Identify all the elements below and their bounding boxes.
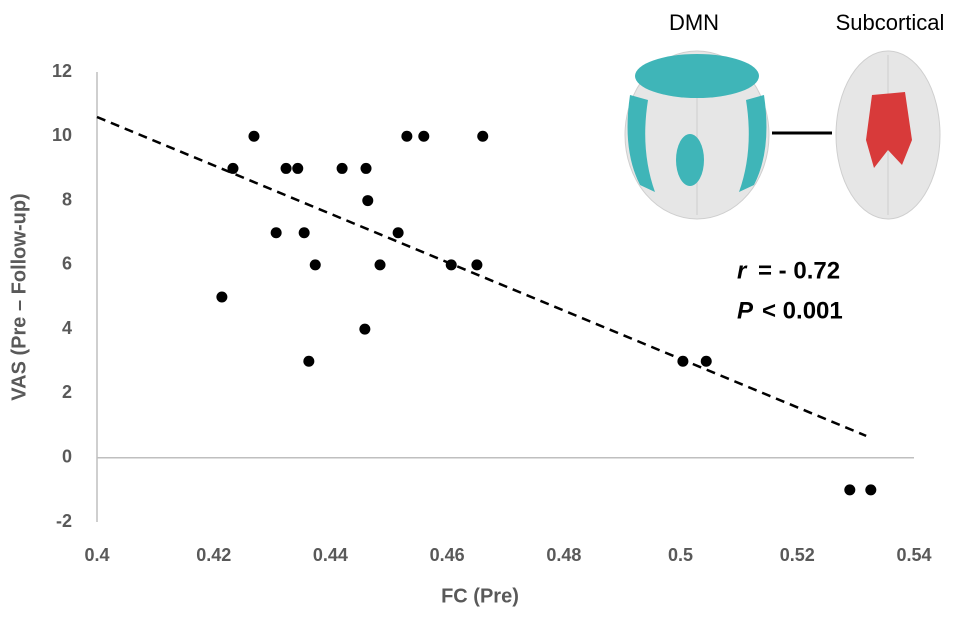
x-tick-label: 0.5 <box>668 545 693 565</box>
y-tick-label: 10 <box>52 125 72 145</box>
point <box>374 259 386 271</box>
point <box>865 484 877 496</box>
point <box>471 259 483 271</box>
point <box>216 291 228 303</box>
point <box>303 355 315 367</box>
x-tick-label: 0.42 <box>196 545 231 565</box>
x-tick-label: 0.48 <box>546 545 581 565</box>
point <box>418 130 430 142</box>
point <box>677 355 689 367</box>
point <box>298 227 310 239</box>
annotation-symbol: P <box>737 297 754 324</box>
point <box>477 130 489 142</box>
point <box>336 162 348 174</box>
point <box>445 259 457 271</box>
y-tick-label: 12 <box>52 61 72 81</box>
brain-dmn <box>624 50 770 220</box>
x-axis-title: FC (Pre) <box>441 585 519 607</box>
point <box>359 323 371 335</box>
brain-subcortical <box>835 50 941 220</box>
point <box>309 259 321 271</box>
image-label: Subcortical <box>836 10 945 35</box>
x-tick-label: 0.54 <box>896 545 931 565</box>
y-tick-label: 8 <box>62 189 72 209</box>
y-tick-label: 6 <box>62 254 72 274</box>
point <box>292 162 304 174</box>
point <box>227 162 239 174</box>
x-tick-label: 0.46 <box>430 545 465 565</box>
y-tick-label: -2 <box>56 511 72 531</box>
trendline <box>96 115 867 438</box>
point <box>401 130 413 142</box>
point <box>392 227 404 239</box>
point <box>844 484 856 496</box>
y-tick-label: 4 <box>62 318 72 338</box>
x-tick-label: 0.52 <box>780 545 815 565</box>
annotation-symbol: r <box>737 257 748 284</box>
y-tick-label: 0 <box>62 446 72 466</box>
annotation-text: = - 0.72 <box>758 257 840 284</box>
annotation: r = - 0.72 P < 0.001 <box>737 257 843 324</box>
point <box>360 162 372 174</box>
point <box>362 195 374 207</box>
y-tick-label: 2 <box>62 382 72 402</box>
x-tick-label: 0.4 <box>84 545 109 565</box>
annotation-text: < 0.001 <box>762 297 843 324</box>
point <box>700 355 712 367</box>
point <box>280 162 292 174</box>
x-tick-label: 0.44 <box>313 545 348 565</box>
image-label: DMN <box>669 10 719 35</box>
point <box>270 227 282 239</box>
point <box>248 130 260 142</box>
y-axis-title: VAS (Pre – Follow-up) <box>8 193 30 400</box>
